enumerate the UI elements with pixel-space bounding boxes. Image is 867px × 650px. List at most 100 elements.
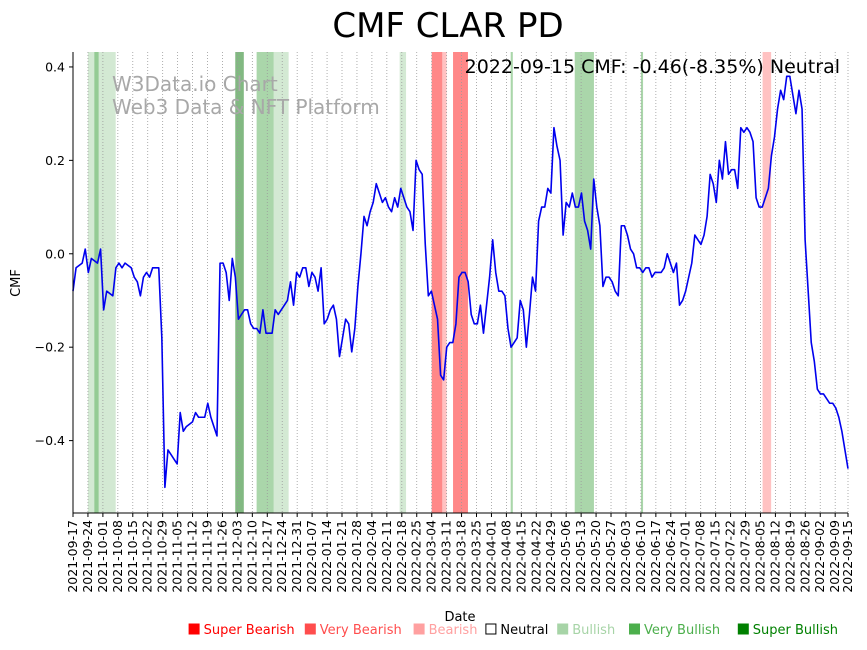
y-tick-label: 0.2 <box>45 153 65 168</box>
legend-swatch <box>413 623 425 635</box>
band-bearish <box>762 52 772 513</box>
legend-swatch <box>485 623 497 635</box>
legend-swatch <box>737 623 749 635</box>
legend-swatch <box>304 623 316 635</box>
signal-bands <box>87 52 772 513</box>
x-tick-label: 2021-10-22 <box>140 520 155 593</box>
x-tick-label: 2021-12-24 <box>274 520 289 593</box>
x-tick-label: 2022-08-05 <box>752 520 767 593</box>
cmf-series <box>72 75 849 489</box>
x-ticks: 2021-09-17 2021-09-24 2021-10-01 2021-10-08… <box>65 513 855 593</box>
x-tick-label: 2022-01-07 <box>304 520 319 593</box>
x-tick-label: 2022-08-26 <box>797 520 812 593</box>
x-tick-label: 2021-12-03 <box>229 520 244 593</box>
legend-item-super-bullish: Super Bullish <box>737 623 838 638</box>
x-tick-label: 2021-12-17 <box>259 520 274 593</box>
band-bullish <box>273 52 289 513</box>
band-very-bearish <box>453 52 468 513</box>
x-tick-label: 2021-11-26 <box>214 520 229 593</box>
legend-swatch <box>188 623 200 635</box>
band-very-bullish <box>94 52 99 513</box>
x-tick-label: 2022-07-08 <box>693 520 708 593</box>
x-tick-label: 2022-05-27 <box>603 520 618 593</box>
x-tick-label: 2022-03-18 <box>454 520 469 593</box>
cmf-line <box>72 75 849 489</box>
x-tick-label: 2022-07-15 <box>708 520 723 593</box>
x-grid <box>72 52 849 513</box>
legend-swatch <box>629 623 640 635</box>
x-tick-label: 2022-04-01 <box>483 520 498 593</box>
x-tick-label: 2022-02-11 <box>379 520 394 593</box>
band-very-bullish <box>510 52 513 513</box>
x-tick-label: 2021-10-29 <box>155 520 170 593</box>
y-tick-label: 0.4 <box>45 59 65 74</box>
legend-item-neutral: Neutral <box>485 623 548 638</box>
x-tick-label: 2022-01-14 <box>319 520 334 593</box>
band-bullish <box>100 52 116 513</box>
y-axis-label: CMF <box>9 269 24 297</box>
band-bearish <box>442 52 447 513</box>
band-very-bearish <box>431 52 443 513</box>
x-tick-label: 2021-10-08 <box>110 520 125 593</box>
legend-item-bullish: Bullish <box>557 623 615 638</box>
legend-label: Bearish <box>429 623 478 638</box>
y-tick-label: 0.0 <box>45 246 65 261</box>
x-tick-label: 2022-05-06 <box>558 520 573 593</box>
band-very-bullish <box>640 52 644 513</box>
x-tick-label: 2022-01-28 <box>349 520 364 593</box>
watermark-line-1: W3Data.io Chart <box>112 72 278 96</box>
x-tick-label: 2021-11-12 <box>185 520 200 593</box>
legend-item-very-bearish: Very Bearish <box>304 623 402 638</box>
watermark-line-2: Web3 Data & NFT Platform <box>112 95 380 119</box>
x-tick-label: 2021-09-24 <box>80 520 95 593</box>
x-tick-label: 2022-06-24 <box>663 520 678 593</box>
y-tick-label: −0.2 <box>35 340 65 355</box>
x-tick-label: 2022-06-10 <box>633 520 648 593</box>
x-tick-label: 2022-01-21 <box>334 520 349 593</box>
x-tick-label: 2022-09-09 <box>827 520 842 593</box>
x-tick-label: 2022-09-15 <box>840 520 855 593</box>
x-tick-label: 2021-12-31 <box>289 520 304 593</box>
x-tick-label: 2022-08-12 <box>767 520 782 593</box>
status-readout: 2022-09-15 CMF: -0.46(-8.35%) Neutral <box>465 56 840 78</box>
band-very-bullish <box>574 52 594 513</box>
x-tick-label: 2022-02-04 <box>364 520 379 593</box>
legend-item-very-bullish: Very Bullish <box>629 623 720 638</box>
band-very-bullish <box>256 52 274 513</box>
legend-label: Neutral <box>500 623 548 638</box>
x-tick-label: 2022-06-17 <box>648 520 663 593</box>
legend-label: Super Bearish <box>204 623 295 638</box>
x-tick-label: 2022-02-25 <box>409 520 424 593</box>
x-tick-label: 2021-11-05 <box>170 520 185 593</box>
chart-title: CMF CLAR PD <box>332 6 563 46</box>
x-tick-label: 2022-04-15 <box>513 520 528 593</box>
x-tick-label: 2022-06-03 <box>618 520 633 593</box>
y-ticks: 0.4 0.2 0.0 −0.2 −0.4 <box>35 59 73 448</box>
x-tick-label: 2022-07-29 <box>738 520 753 593</box>
x-tick-label: 2021-10-15 <box>125 520 140 593</box>
legend: Super Bearish Very Bearish Bearish Neutral B… <box>188 623 838 638</box>
legend-label: Bullish <box>572 623 615 638</box>
x-axis-label: Date <box>444 610 475 625</box>
x-tick-label: 2022-03-11 <box>439 520 454 593</box>
legend-label: Very Bearish <box>320 623 402 638</box>
x-tick-label: 2022-02-18 <box>394 520 409 593</box>
x-tick-label: 2022-08-19 <box>782 520 797 593</box>
x-tick-label: 2022-03-25 <box>469 520 484 593</box>
x-tick-label: 2022-05-20 <box>588 520 603 593</box>
x-tick-label: 2022-03-04 <box>424 520 439 593</box>
y-tick-label: −0.4 <box>35 433 65 448</box>
x-tick-label: 2021-12-10 <box>244 520 259 593</box>
x-tick-label: 2022-04-08 <box>498 520 513 593</box>
x-tick-label: 2022-04-29 <box>543 520 558 593</box>
legend-label: Super Bullish <box>753 623 838 638</box>
x-tick-label: 2021-10-01 <box>95 520 110 593</box>
band-super-bullish <box>235 52 244 513</box>
band-bullish <box>399 52 407 513</box>
x-tick-label: 2022-04-22 <box>528 520 543 593</box>
legend-item-super-bearish: Super Bearish <box>188 623 295 638</box>
legend-swatch <box>557 623 569 635</box>
legend-item-bearish: Bearish <box>413 623 478 638</box>
